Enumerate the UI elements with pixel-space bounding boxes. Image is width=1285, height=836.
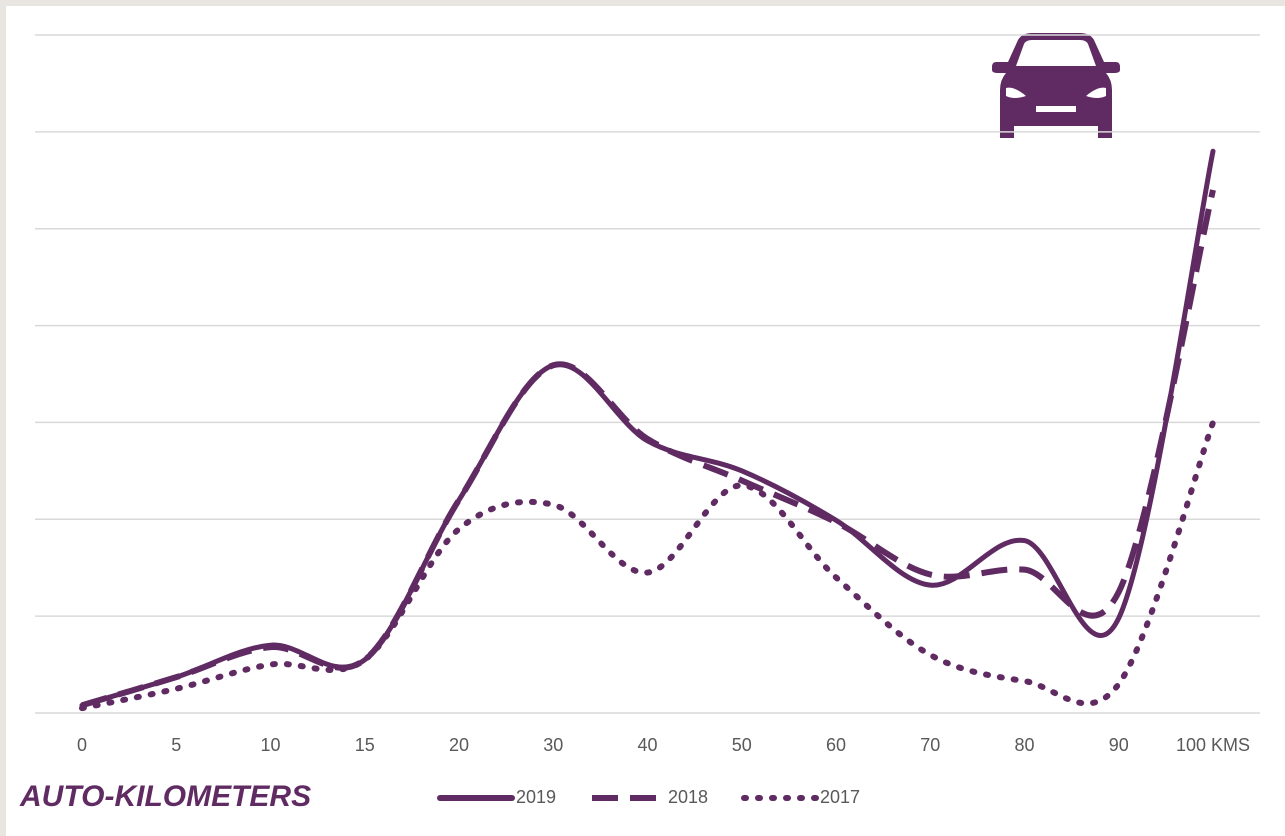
x-tick-label: 10	[260, 735, 280, 755]
x-tick-label: 100 KMS	[1176, 735, 1250, 755]
line-series	[79, 419, 1216, 712]
x-tick-label: 50	[732, 735, 752, 755]
x-tick-label: 40	[637, 735, 657, 755]
legend-label: 2019	[516, 787, 556, 807]
x-tick-label: 20	[449, 735, 469, 755]
x-tick-label: 30	[543, 735, 563, 755]
legend-label: 2017	[820, 787, 860, 807]
x-tick-label: 0	[77, 735, 87, 755]
x-tick-label: 80	[1014, 735, 1034, 755]
x-tick-label: 60	[826, 735, 846, 755]
chart-title: AUTO-KILOMETERS	[19, 780, 311, 813]
x-tick-label: 70	[920, 735, 940, 755]
legend-label: 2018	[668, 787, 708, 807]
x-tick-label: 5	[171, 735, 181, 755]
line-series	[81, 189, 1216, 709]
x-tick-label: 90	[1109, 735, 1129, 755]
plot-background	[6, 6, 1285, 836]
car-icon	[992, 33, 1120, 138]
x-tick-label: 15	[355, 735, 375, 755]
